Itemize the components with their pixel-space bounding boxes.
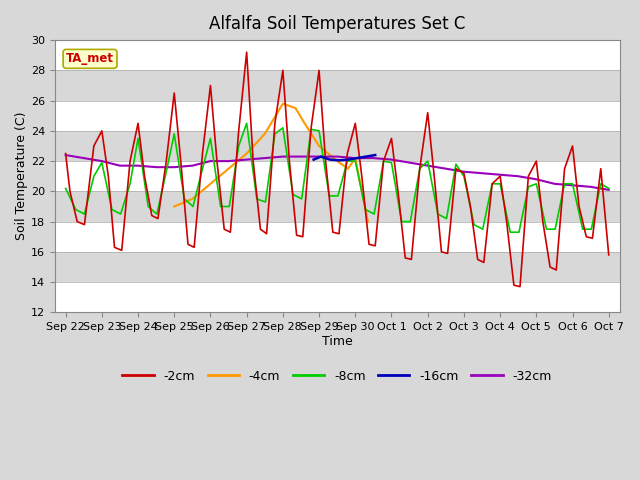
Bar — [55, 222, 620, 252]
Y-axis label: Soil Temperature (C): Soil Temperature (C) — [15, 112, 28, 240]
Bar — [55, 192, 620, 222]
Bar — [55, 131, 620, 161]
Bar — [55, 252, 620, 282]
Legend: -2cm, -4cm, -8cm, -16cm, -32cm: -2cm, -4cm, -8cm, -16cm, -32cm — [117, 365, 557, 388]
Bar — [55, 161, 620, 192]
Bar — [55, 71, 620, 101]
Bar — [55, 282, 620, 312]
Text: TA_met: TA_met — [66, 52, 114, 65]
X-axis label: Time: Time — [322, 335, 353, 348]
Bar — [55, 101, 620, 131]
Title: Alfalfa Soil Temperatures Set C: Alfalfa Soil Temperatures Set C — [209, 15, 465, 33]
Bar — [55, 40, 620, 71]
